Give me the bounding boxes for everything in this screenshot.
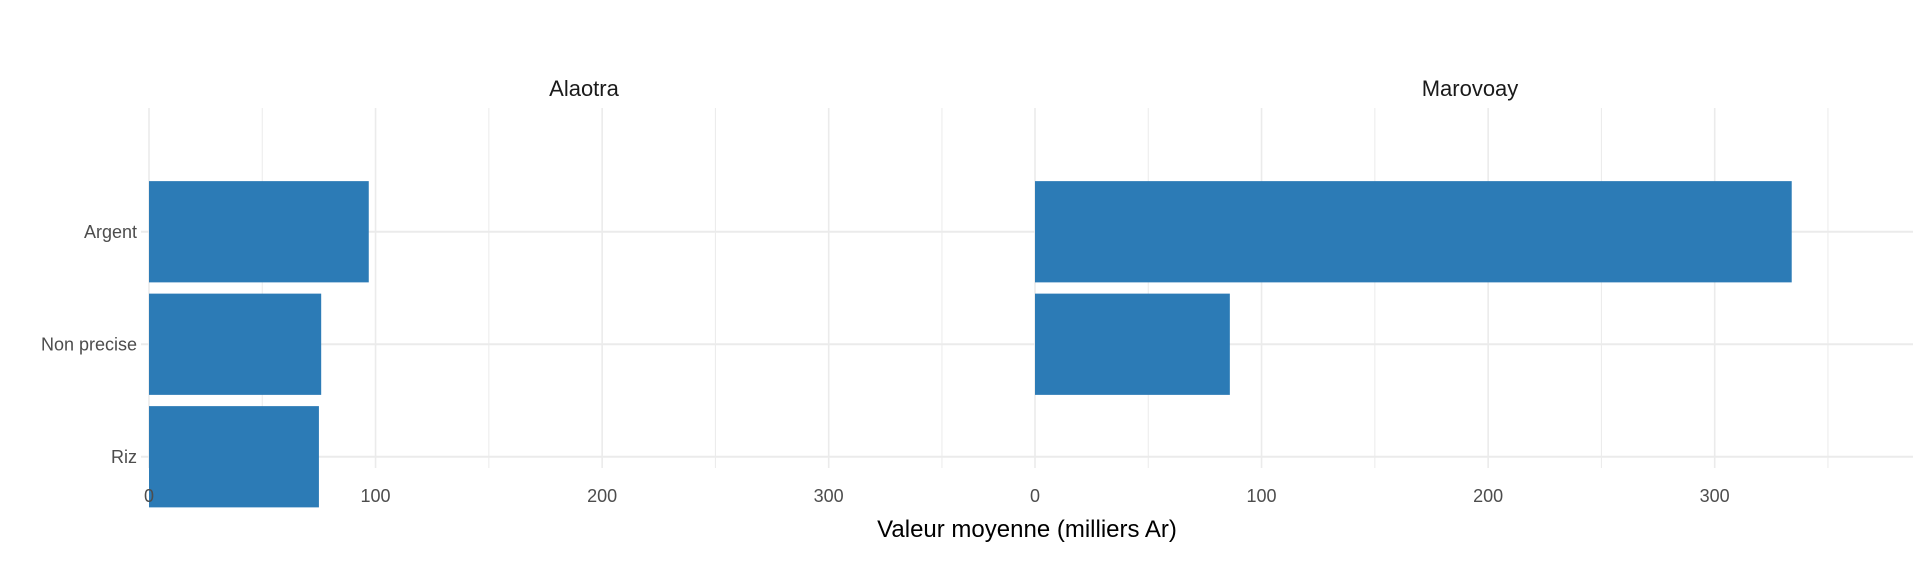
y-tick-label: Riz: [111, 447, 137, 467]
y-tick-label: Argent: [84, 222, 137, 242]
x-tick-label: 300: [814, 486, 844, 506]
bar-alaotra-argent: [149, 181, 369, 283]
bar-alaotra-riz: [149, 406, 319, 508]
x-tick-label: 300: [1700, 486, 1730, 506]
y-tick-label: Non precise: [41, 334, 137, 354]
x-tick-label: 200: [1473, 486, 1503, 506]
x-tick-label: 0: [1030, 486, 1040, 506]
x-tick-label: 100: [1247, 486, 1277, 506]
facet-title: Marovoay: [1422, 76, 1519, 101]
bar-marovoay-non-precise: [1035, 293, 1230, 395]
x-tick-label: 200: [587, 486, 617, 506]
x-axis-title: Valeur moyenne (milliers Ar): [877, 516, 1177, 543]
x-tick-label: 100: [361, 486, 391, 506]
x-tick-label: 0: [144, 486, 154, 506]
bar-marovoay-argent: [1035, 181, 1792, 283]
facet-title: Alaotra: [549, 76, 619, 101]
bar-alaotra-non-precise: [149, 293, 322, 395]
